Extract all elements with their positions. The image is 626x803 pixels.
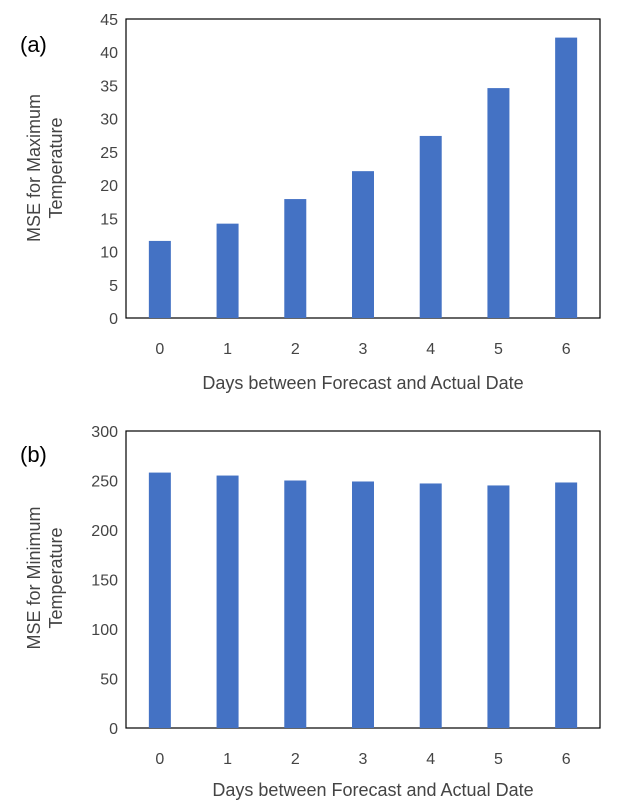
y-axis-ticks-a: 0 5 10 15 20 25 30 35 40 45 [100,12,118,328]
bar-2 [284,480,307,728]
x-axis-ticks-b: 0 1 2 3 4 5 6 [155,751,570,768]
x-tick-label: 5 [494,341,503,358]
bar-2 [284,199,307,318]
x-tick-label: 4 [426,751,435,768]
x-axis-ticks-a: 0 1 2 3 4 5 6 [155,341,570,358]
bar-5 [487,88,510,318]
x-tick-label: 1 [223,341,232,358]
panel-label-a: (a) [20,32,47,57]
x-axis-title-a: Days between Forecast and Actual Date [202,373,523,393]
bar-3 [352,171,374,318]
bars-b [148,472,578,728]
y-tick-label: 0 [109,311,118,328]
x-tick-label: 5 [494,751,503,768]
x-tick-label: 6 [562,341,571,358]
bars-a [148,37,578,319]
x-tick-label: 2 [291,341,300,358]
y-axis-title-a-line1: MSE for Maximum [24,94,44,242]
y-tick-label: 50 [100,672,118,689]
x-tick-label: 0 [155,341,164,358]
bar-1 [216,223,239,318]
y-tick-label: 45 [100,12,118,29]
bar-4 [419,483,442,728]
x-axis-title-b: Days between Forecast and Actual Date [212,780,533,800]
y-axis-title-a-line2: Temperature [46,117,66,218]
y-axis-ticks-b: 0 50 100 150 200 250 300 [91,424,118,738]
y-tick-label: 10 [100,245,118,262]
x-tick-label: 6 [562,751,571,768]
y-axis-title-b-line1: MSE for Minimum [24,506,44,649]
y-tick-label: 20 [100,178,118,195]
x-tick-label: 3 [359,751,368,768]
chart-b: (b) 0 50 100 150 200 250 300 0 1 2 3 4 5 6 Days betw… [20,424,601,800]
y-tick-label: 30 [100,112,118,129]
x-tick-label: 2 [291,751,300,768]
y-axis-title-b-line2: Temperature [46,527,66,628]
y-tick-label: 5 [109,278,118,295]
bar-0 [148,240,171,318]
bar-1 [216,475,239,728]
bar-5 [487,485,510,728]
x-tick-label: 4 [426,341,435,358]
x-tick-label: 1 [223,751,232,768]
y-tick-label: 25 [100,145,118,162]
x-tick-label: 0 [155,751,164,768]
y-tick-label: 15 [100,211,118,228]
bar-3 [352,481,374,728]
y-tick-label: 200 [91,523,118,540]
bar-0 [148,472,171,728]
panel-label-b: (b) [20,442,47,467]
bar-4 [419,135,442,318]
y-tick-label: 250 [91,474,118,491]
x-tick-label: 3 [359,341,368,358]
y-tick-label: 40 [100,45,118,62]
y-tick-label: 35 [100,78,118,95]
y-tick-label: 150 [91,573,118,590]
bar-6 [555,37,578,319]
y-tick-label: 300 [91,424,118,441]
bar-6 [555,482,578,728]
y-tick-label: 0 [109,721,118,738]
y-tick-label: 100 [91,622,118,639]
